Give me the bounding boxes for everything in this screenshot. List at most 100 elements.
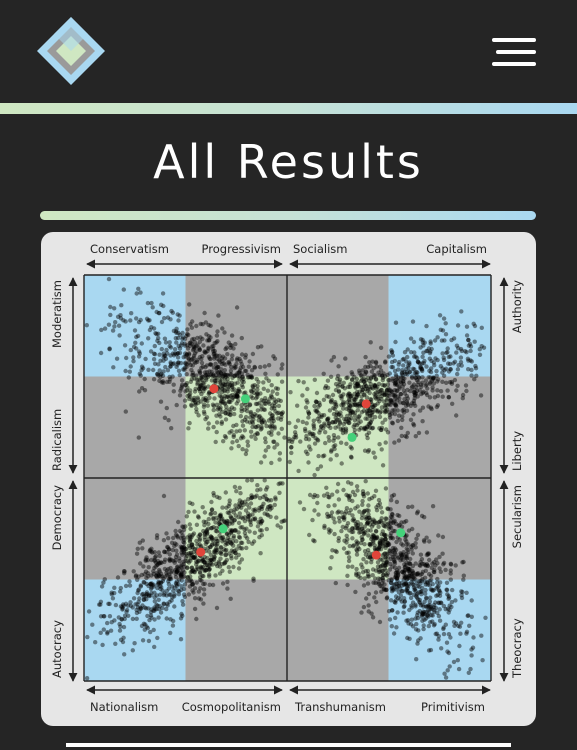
scatter-point (428, 405, 434, 410)
scatter-point (411, 398, 417, 404)
scatter-point (439, 646, 444, 651)
scatter-point (190, 356, 195, 362)
scatter-point (140, 546, 145, 551)
scatter-point (326, 394, 332, 399)
scatter-point (241, 376, 246, 382)
scatter-point (156, 373, 161, 378)
scatter-point (393, 403, 398, 408)
scatter-point (181, 527, 187, 532)
scatter-point (157, 310, 162, 316)
scatter-point (257, 414, 262, 419)
scatter-point (190, 373, 195, 378)
scatter-point (241, 391, 247, 396)
scatter-point (202, 510, 208, 515)
scatter-point (197, 347, 202, 353)
diamond-logo-icon[interactable] (36, 16, 106, 86)
scatter-point (347, 384, 353, 390)
scatter-point (229, 405, 235, 410)
scatter-point (126, 613, 131, 618)
scatter-point (197, 538, 202, 543)
scatter-point (158, 592, 163, 597)
scatter-point (422, 340, 427, 345)
scatter-point (217, 353, 222, 358)
scatter-point (378, 345, 384, 350)
scatter-point (248, 501, 254, 506)
scatter-point (279, 414, 284, 420)
scatter-point (213, 378, 218, 384)
scatter-point (217, 373, 222, 378)
scatter-point (389, 399, 394, 405)
scatter-point (352, 410, 358, 415)
scatter-point (244, 419, 250, 424)
scatter-point (368, 420, 373, 426)
scatter-point (317, 419, 322, 424)
scatter-point (197, 569, 203, 575)
scatter-point (214, 333, 220, 338)
scatter-point (280, 481, 285, 486)
scatter-point (148, 349, 154, 354)
scatter-point (472, 377, 477, 382)
scatter-point (152, 590, 157, 595)
scatter-point (237, 356, 242, 362)
scatter-point (215, 356, 220, 362)
scatter-point (181, 355, 186, 360)
scatter-point (209, 344, 215, 349)
scatter-point (398, 400, 403, 405)
scatter-point (193, 401, 198, 406)
label-conservatism: Conservatism (90, 242, 169, 256)
scatter-point (443, 607, 448, 612)
scatter-point (274, 515, 279, 520)
chart-cell (287, 579, 389, 682)
scatter-point (223, 346, 228, 352)
menu-button[interactable] (492, 36, 536, 68)
scatter-point (373, 377, 379, 382)
scatter-point (332, 435, 337, 441)
scatter-point (228, 409, 233, 414)
scatter-point (384, 388, 390, 393)
label-secularism: Secularism (510, 485, 524, 548)
scatter-point (380, 420, 385, 425)
scatter-point (236, 387, 241, 392)
scatter-point (270, 389, 275, 394)
scatter-point (180, 533, 185, 538)
scatter-point (343, 526, 348, 531)
scatter-point (400, 408, 405, 413)
scatter-point (229, 556, 234, 561)
scatter-point (367, 422, 372, 427)
scatter-point (171, 382, 176, 387)
scatter-point (233, 391, 238, 396)
scatter-point (155, 585, 160, 591)
scatter-point (215, 329, 220, 334)
scatter-point (225, 579, 230, 584)
scatter-point (391, 400, 396, 406)
scatter-point (366, 408, 371, 414)
scatter-point (399, 425, 404, 430)
scatter-point (217, 369, 222, 375)
scatter-point (194, 409, 199, 415)
scatter-point (121, 624, 127, 630)
scatter-point (338, 410, 343, 415)
scatter-point (331, 433, 337, 438)
scatter-point (249, 375, 254, 380)
scatter-point (320, 454, 326, 459)
scatter-point (262, 454, 267, 459)
scatter-point (374, 364, 379, 369)
scatter-point (184, 333, 189, 339)
average-result-marker (218, 524, 228, 534)
scatter-point (122, 343, 128, 348)
scatter-point (372, 373, 378, 378)
chart-cell (287, 478, 389, 580)
scatter-point (146, 638, 152, 644)
scatter-point (250, 421, 256, 426)
scatter-point (379, 510, 385, 515)
scatter-point (481, 345, 487, 350)
chart-cell (84, 376, 186, 479)
scatter-point (325, 385, 331, 390)
scatter-point (454, 388, 459, 393)
scatter-point (248, 415, 253, 420)
scatter-point (336, 424, 341, 429)
scatter-point (220, 374, 225, 379)
scatter-point (338, 413, 344, 419)
scatter-point (226, 373, 231, 378)
scatter-point (170, 361, 175, 367)
